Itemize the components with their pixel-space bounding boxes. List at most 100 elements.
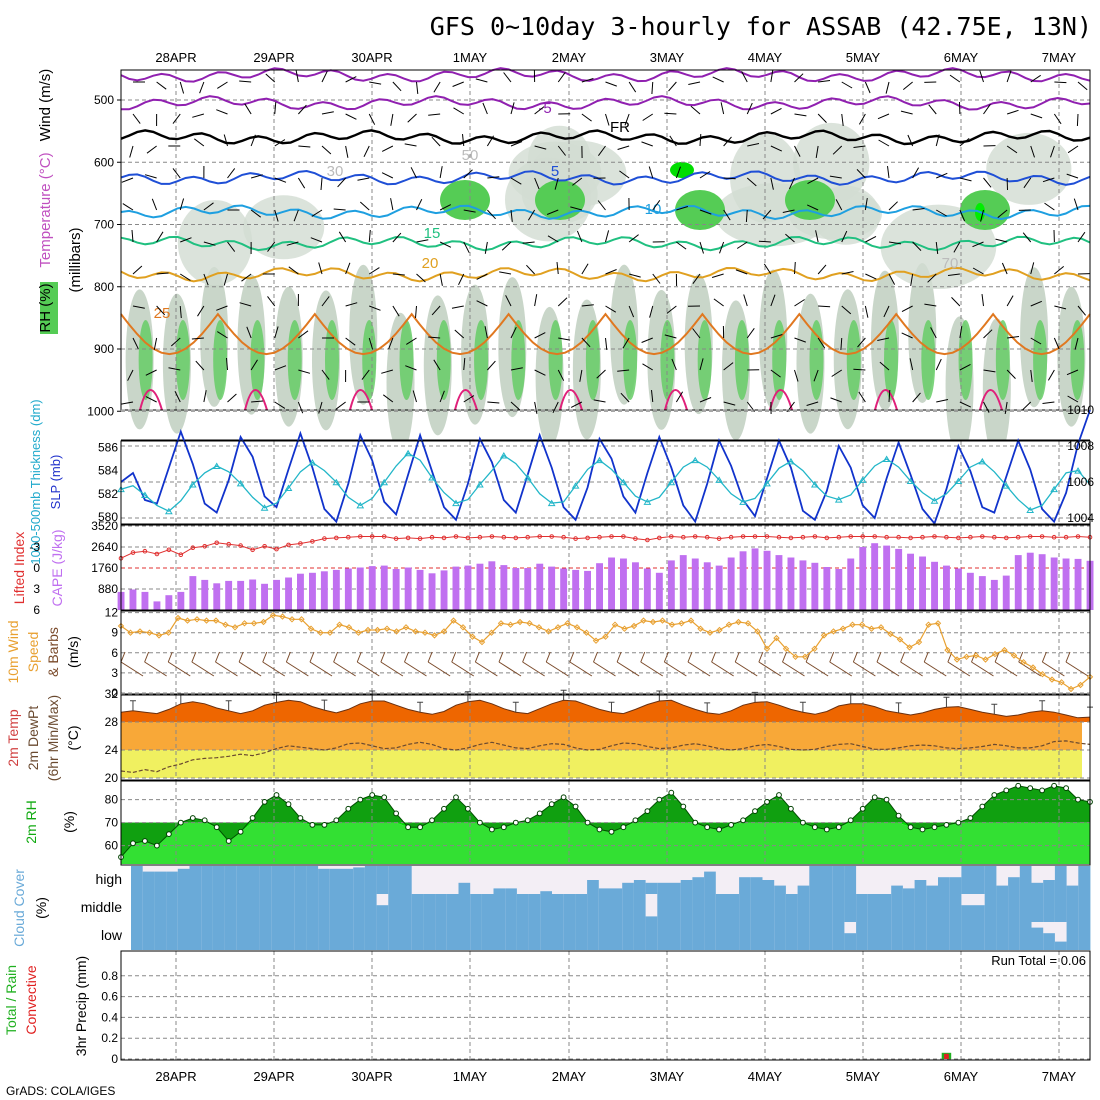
thickness-point [1002,482,1011,489]
wind-barb [928,104,937,115]
wind-barb [770,294,776,307]
cloud-cell [131,894,144,922]
wind-speed-point [716,626,723,634]
cloud-cell [540,922,553,950]
cloud-clear-cell [528,866,541,894]
cape-bar [392,569,400,610]
precip-axis-label: 3hr Precip (mm) [73,956,89,1056]
thickness-point [284,484,293,491]
wind-speed-point [1086,673,1094,681]
wind-barb [959,209,966,222]
rh-blob-moist [362,320,377,400]
temp-max-marker [895,702,902,713]
wind-barb [1030,113,1043,119]
wind-barb [841,271,854,275]
wind-barb [311,209,323,217]
wind-barb [274,139,286,147]
wind-barb [1004,401,1008,414]
wind-speed-point [583,629,590,636]
lifted-index-point [166,547,172,553]
wind-barb [885,81,890,94]
lifted-index-point [142,548,148,554]
cloud-cell [879,922,892,950]
wind-barb [452,81,464,87]
wind-barb [912,241,922,251]
thickness-point [1074,467,1082,474]
isotherm-line [120,169,1091,186]
wind-barb [605,337,608,350]
rh-point [536,810,543,817]
rh-blob-moist [548,320,563,400]
wind-barb [462,134,465,147]
cloud-cell [938,894,951,922]
wind-barb [1065,651,1071,663]
wind-barb [1041,651,1047,663]
wind-barb [1054,266,1065,275]
cloud-cell [622,894,635,922]
thickness-tick: 580 [98,510,118,524]
wind-barb [711,651,717,663]
wind-barb [145,369,157,376]
rh-point [1051,782,1057,789]
wind-barb [363,145,370,158]
cape-bar [560,568,568,610]
cloud-cell [973,922,986,950]
lifted-index-point [202,544,207,549]
wind-speed-point [621,625,628,632]
wind-speed-point [222,621,229,628]
lifted-index-axis-label: Lifted Index [11,532,27,604]
wind-barb [487,176,500,179]
rh-legend-swatch [40,282,58,334]
cloud-cell [867,894,880,922]
cloud-cell [973,866,986,894]
lifted-index-point [716,536,722,541]
cloud-cell [248,894,261,922]
cape-bar [177,591,185,610]
wind-barb [936,172,948,179]
wind-speed-point [450,617,457,624]
cape-bar [1062,558,1070,610]
wind-barb [534,332,546,339]
cloud-cell [470,922,483,950]
wind-barb [552,401,559,414]
wind-barb [274,209,279,222]
rh-axis-label: 2m RH [23,800,39,844]
temperature-line [120,699,1091,719]
thickness-point [212,462,221,469]
lifted-index-point [405,535,411,541]
wind-barb [392,232,402,243]
cape-bar [990,579,998,610]
cloud-cell [739,877,752,894]
wind-speed-point [592,637,600,644]
wind-barb [723,209,731,221]
wind-barb [381,145,394,152]
wind-barb [865,273,877,280]
cloud-cell [774,922,787,950]
rh-point [201,817,208,824]
cape-bar [787,557,795,610]
cloud-cell [400,894,413,922]
wind-barb [545,651,551,663]
wind-barb [203,390,207,403]
cloud-cell [961,905,974,922]
pressure-tick: 1000 [87,404,114,418]
cloud-cell [540,894,553,922]
temp-max-marker [464,691,471,702]
wind-barb [857,337,866,348]
lifted-index-point [1039,534,1045,539]
wind-barb [807,177,819,185]
wind-barb [439,241,452,248]
wind-barb [146,145,157,154]
wind-barb [120,661,144,677]
thickness-point [571,482,580,489]
wind-barb [127,369,134,381]
cloud-cell [446,922,459,950]
wind-barb [616,661,640,677]
wind-barb [1006,295,1014,307]
wind-axis-label-1: 10m Wind [5,620,21,683]
cape-bar [763,550,771,610]
wind-speed-point [364,626,372,634]
wind-barb [651,81,654,95]
wind-barb [510,326,517,339]
wind-barb [912,167,920,179]
